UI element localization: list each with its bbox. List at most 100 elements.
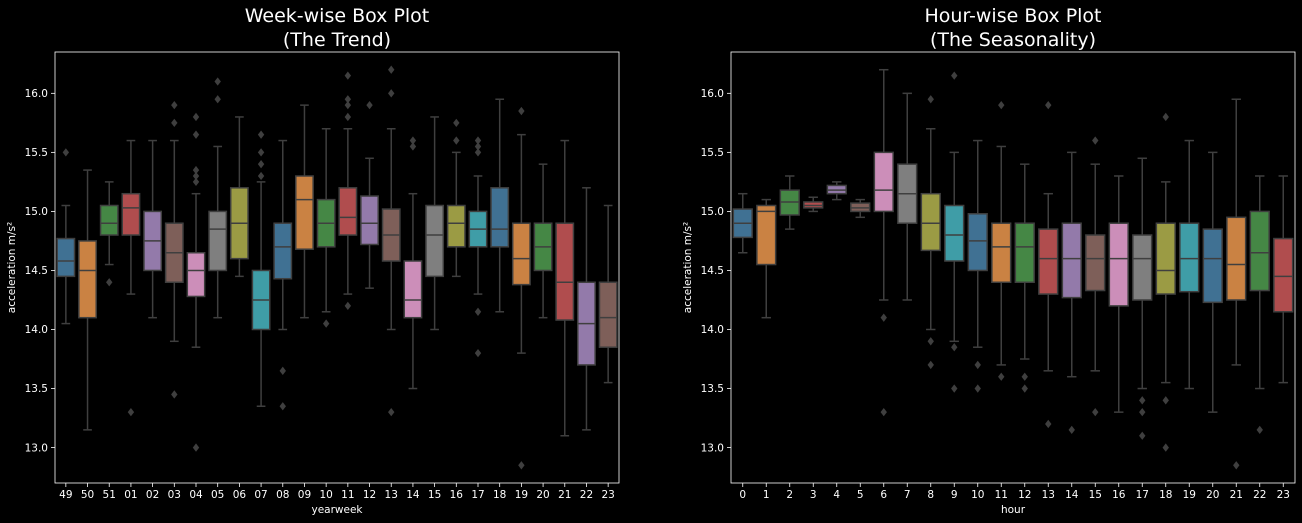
- box-iqr: [446, 204, 466, 248]
- outlier-point: [951, 343, 958, 352]
- x-tick-label: 3: [810, 489, 817, 501]
- y-tick-label: 14.0: [701, 324, 724, 336]
- box-iqr: [1108, 222, 1129, 307]
- outlier-point: [1162, 112, 1169, 122]
- x-tick-label: 18: [1159, 489, 1172, 501]
- outlier-point: [257, 171, 265, 181]
- x-tick-label: 03: [168, 489, 181, 501]
- x-tick-label: 12: [363, 489, 376, 501]
- box-6: [873, 68, 894, 417]
- box-12: [360, 100, 379, 289]
- x-tick-label: 04: [189, 489, 203, 501]
- box-10: [316, 128, 336, 328]
- outlier-point: [1045, 419, 1052, 429]
- panel-week: Week-wise Box Plot (The Trend) 13.0 13.5 14.…: [6, 5, 620, 516]
- box-iqr: [208, 210, 228, 272]
- y-tick-label: 14.5: [701, 265, 724, 277]
- outlier-point: [474, 307, 482, 316]
- outlier-point: [279, 402, 286, 411]
- x-tick-label: 15: [1089, 489, 1102, 501]
- outlier-point: [1139, 431, 1146, 440]
- outlier-point: [344, 112, 352, 122]
- x-tick-label: 51: [103, 489, 116, 501]
- box-iqr: [425, 204, 445, 278]
- box-04: [186, 112, 206, 452]
- x-tick-label: 02: [146, 489, 159, 501]
- box-51: [99, 181, 119, 287]
- x-axis-label: hour: [1001, 504, 1026, 516]
- x-tick-label: 7: [904, 489, 911, 501]
- outlier-point: [214, 77, 221, 86]
- box-11: [338, 71, 358, 311]
- outlier-point: [344, 301, 352, 311]
- box-iqr: [1226, 216, 1247, 301]
- box-13: [381, 65, 401, 417]
- box-02: [143, 139, 163, 319]
- chart-title-line: Hour-wise Box Plot: [924, 5, 1101, 27]
- box-20: [1202, 151, 1223, 413]
- x-tick-label: 23: [601, 489, 614, 501]
- outlier-point: [951, 71, 958, 80]
- box-iqr: [490, 187, 510, 248]
- x-tick-label: 17: [1136, 489, 1149, 501]
- y-tick-label: 16.0: [25, 88, 48, 100]
- box-iqr: [944, 204, 965, 262]
- x-tick-label: 22: [580, 489, 593, 501]
- outlier-point: [192, 165, 200, 175]
- outlier-point: [1068, 425, 1075, 435]
- x-tick-label: 0: [739, 489, 746, 501]
- x-tick-label: 15: [428, 489, 441, 501]
- outlier-point: [474, 148, 482, 157]
- x-tick-label: 1: [763, 489, 770, 501]
- box-22: [1249, 175, 1270, 435]
- box-49: [56, 148, 76, 325]
- box-18: [1155, 112, 1176, 452]
- box-iqr: [756, 204, 777, 266]
- x-tick-label: 14: [406, 489, 420, 501]
- outlier-point: [388, 407, 395, 417]
- box-iqr: [1014, 222, 1035, 284]
- y-tick-label: 15.0: [25, 206, 48, 218]
- outlier-point: [518, 106, 525, 116]
- x-tick-label: 01: [124, 489, 137, 501]
- x-tick-label: 17: [471, 489, 484, 501]
- x-tick-label: 11: [341, 489, 354, 501]
- box-0: [732, 192, 753, 254]
- outlier-point: [518, 461, 525, 470]
- box-23: [1273, 175, 1294, 384]
- outlier-point: [1139, 407, 1146, 417]
- x-tick-label: 05: [211, 489, 224, 501]
- y-tick-label: 16.0: [701, 88, 724, 100]
- box-iqr: [555, 222, 575, 321]
- outlier-point: [62, 148, 70, 157]
- y-tick-label: 13.0: [701, 442, 724, 454]
- outlier-point: [1021, 384, 1028, 393]
- y-tick-label: 15.0: [701, 206, 724, 218]
- box-iqr: [1132, 234, 1153, 301]
- box-14: [1061, 151, 1082, 435]
- outlier-point: [409, 142, 417, 151]
- outlier-point: [1021, 372, 1028, 381]
- x-tick-label: 21: [1230, 489, 1243, 501]
- outlier-point: [171, 100, 178, 110]
- x-tick-label: 10: [971, 489, 984, 501]
- box-03: [164, 100, 184, 399]
- x-tick-label: 22: [1253, 489, 1266, 501]
- box-iqr: [1179, 222, 1200, 293]
- box-iqr: [920, 192, 941, 252]
- outlier-point: [474, 142, 482, 151]
- outlier-point: [951, 384, 958, 393]
- x-tick-label: 13: [385, 489, 398, 501]
- outlier-point: [453, 118, 460, 128]
- outlier-point: [192, 112, 200, 122]
- chart-title-line: (The Trend): [283, 29, 391, 51]
- outlier-point: [998, 100, 1005, 110]
- box-9: [944, 71, 965, 393]
- outlier-point: [1139, 396, 1146, 405]
- x-tick-label: 08: [276, 489, 289, 501]
- outlier-point: [388, 65, 395, 74]
- outlier-point: [344, 100, 352, 110]
- y-tick-label: 13.5: [25, 383, 48, 395]
- box-4: [826, 181, 847, 201]
- outlier-point: [1162, 443, 1169, 452]
